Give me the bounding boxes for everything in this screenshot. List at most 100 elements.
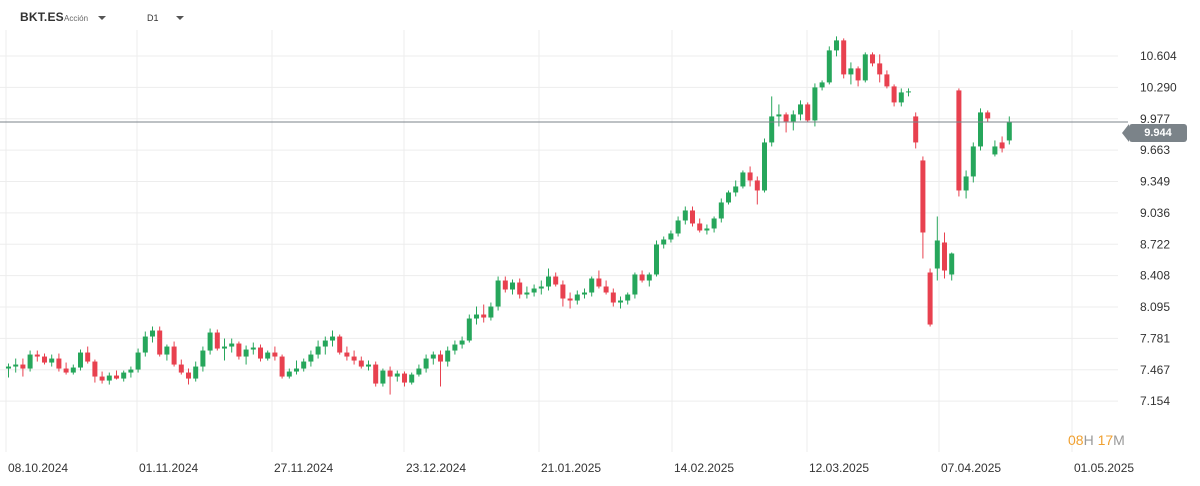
symbol-label[interactable]: BKT.ES: [20, 10, 64, 24]
candle: [848, 62, 854, 85]
candle-body: [70, 367, 76, 373]
candle-body: [301, 361, 307, 369]
candle: [524, 286, 530, 299]
candle-body: [834, 40, 839, 51]
candle-body: [279, 356, 285, 377]
candle: [34, 350, 40, 362]
candle: [697, 218, 703, 233]
candle-body: [618, 300, 623, 303]
candle: [661, 236, 667, 249]
candle-body: [258, 347, 263, 359]
x-tick-label: 07.04.2025: [941, 461, 1001, 475]
y-tick-label: 9.977: [1140, 112, 1170, 126]
candle-body: [207, 332, 213, 351]
candle: [747, 166, 753, 187]
candle: [812, 83, 818, 127]
candle: [481, 304, 487, 323]
candle: [618, 296, 623, 309]
candle: [358, 356, 364, 369]
candle-body: [942, 242, 947, 271]
candle-body: [754, 180, 760, 191]
candle-body: [632, 274, 638, 295]
y-tick-label: 10.604: [1140, 49, 1177, 63]
candle-body: [567, 298, 573, 301]
candle-body: [639, 274, 645, 281]
candle: [445, 346, 451, 367]
candle-body: [200, 350, 206, 367]
candle-body: [438, 354, 443, 362]
y-tick-label: 9.663: [1140, 143, 1170, 157]
candle-body: [574, 294, 580, 301]
candle: [301, 358, 307, 372]
candle-body: [315, 346, 321, 355]
candle: [920, 156, 926, 259]
candle-body: [704, 228, 710, 231]
candle: [927, 268, 933, 327]
candle-body: [517, 282, 523, 295]
candle: [603, 280, 609, 295]
candle: [790, 110, 796, 131]
candle-body: [164, 346, 170, 355]
candle-body: [906, 91, 911, 93]
candle-body: [488, 306, 494, 318]
candle: [553, 272, 559, 287]
candle: [855, 66, 861, 87]
candle: [531, 284, 537, 297]
candle: [394, 370, 400, 382]
candle-body: [510, 282, 515, 290]
symbol-dropdown-chevron-down-icon[interactable]: [98, 16, 106, 20]
candle-body: [78, 352, 83, 368]
candle-body: [466, 318, 472, 341]
candle: [171, 341, 177, 367]
candle-body: [121, 372, 127, 379]
candle-body: [222, 346, 227, 349]
candle-body: [85, 352, 91, 362]
candle-body: [805, 104, 811, 121]
candle: [42, 353, 47, 365]
candle-body: [495, 280, 501, 307]
x-tick-label: 21.01.2025: [541, 461, 601, 475]
candle-body: [387, 370, 393, 377]
candle: [13, 358, 19, 373]
candle: [992, 140, 998, 157]
candle: [589, 276, 595, 297]
candle-body: [402, 373, 407, 383]
y-tick-label: 10.290: [1140, 80, 1177, 94]
timeframe-label[interactable]: D1: [147, 13, 159, 23]
candle: [265, 350, 271, 361]
candle: [546, 268, 551, 291]
candle: [690, 206, 695, 227]
candle-body: [34, 354, 40, 357]
timeframe-dropdown-chevron-down-icon[interactable]: [176, 16, 184, 20]
candle-body: [114, 375, 119, 379]
candle: [985, 110, 991, 123]
candle: [20, 358, 26, 377]
candle: [668, 230, 674, 243]
candle: [913, 112, 919, 149]
candle: [834, 36, 839, 57]
candle-body: [445, 350, 451, 362]
candle-body: [481, 314, 487, 318]
candle-body: [682, 210, 688, 221]
candle-body: [344, 352, 350, 357]
candle-body: [963, 176, 969, 191]
candle-body: [762, 142, 767, 191]
candle-body: [49, 358, 55, 363]
candle-body: [27, 354, 33, 369]
candle-body: [409, 374, 415, 383]
candle: [106, 372, 112, 385]
candle: [78, 349, 83, 371]
candle-body: [956, 90, 962, 191]
candle: [704, 224, 710, 235]
candle: [337, 334, 343, 355]
candle: [243, 345, 249, 365]
candle-body: [798, 104, 803, 115]
candle: [754, 176, 760, 205]
candle-body: [135, 352, 141, 370]
candle-body: [668, 233, 674, 240]
candle-body: [985, 112, 991, 119]
candle: [646, 272, 652, 287]
candle: [517, 278, 523, 299]
candle-body: [394, 373, 400, 377]
